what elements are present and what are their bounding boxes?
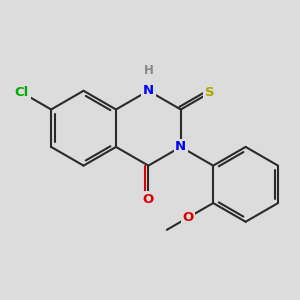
Text: O: O xyxy=(182,211,194,224)
Text: Cl: Cl xyxy=(15,86,29,99)
Text: O: O xyxy=(143,193,154,206)
Text: H: H xyxy=(143,64,153,77)
Text: N: N xyxy=(143,84,154,97)
Text: S: S xyxy=(205,86,215,99)
Text: N: N xyxy=(175,140,186,153)
